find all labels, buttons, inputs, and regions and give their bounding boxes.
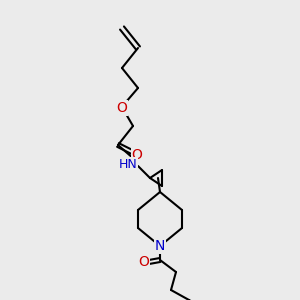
Text: HN: HN <box>118 158 137 170</box>
Text: O: O <box>117 101 128 115</box>
Text: O: O <box>132 148 142 162</box>
Text: O: O <box>139 255 149 269</box>
Text: N: N <box>155 239 165 253</box>
